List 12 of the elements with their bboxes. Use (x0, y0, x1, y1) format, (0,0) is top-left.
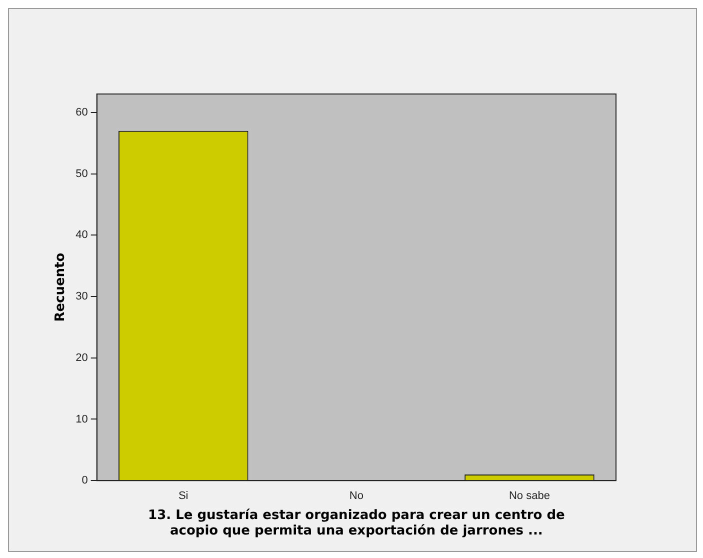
y-tick-label: 30 (76, 290, 88, 303)
x-tick-label: No (349, 490, 364, 502)
x-axis-title: 13. Le gustaría estar organizado para crear un centro de acopio que permita una exportación de jarrones ... (148, 508, 565, 539)
y-tick-label: 0 (82, 474, 88, 487)
y-axis-title: Recuento (53, 252, 68, 322)
y-tick-label: 60 (76, 106, 88, 118)
y-tick-label: 20 (76, 352, 88, 364)
x-tick-label: Si (178, 490, 188, 502)
y-tick-label: 10 (76, 413, 88, 426)
y-tick-label: 50 (76, 168, 88, 180)
x-tick-label: No sabe (508, 490, 550, 502)
y-tick-label: 40 (76, 229, 88, 242)
